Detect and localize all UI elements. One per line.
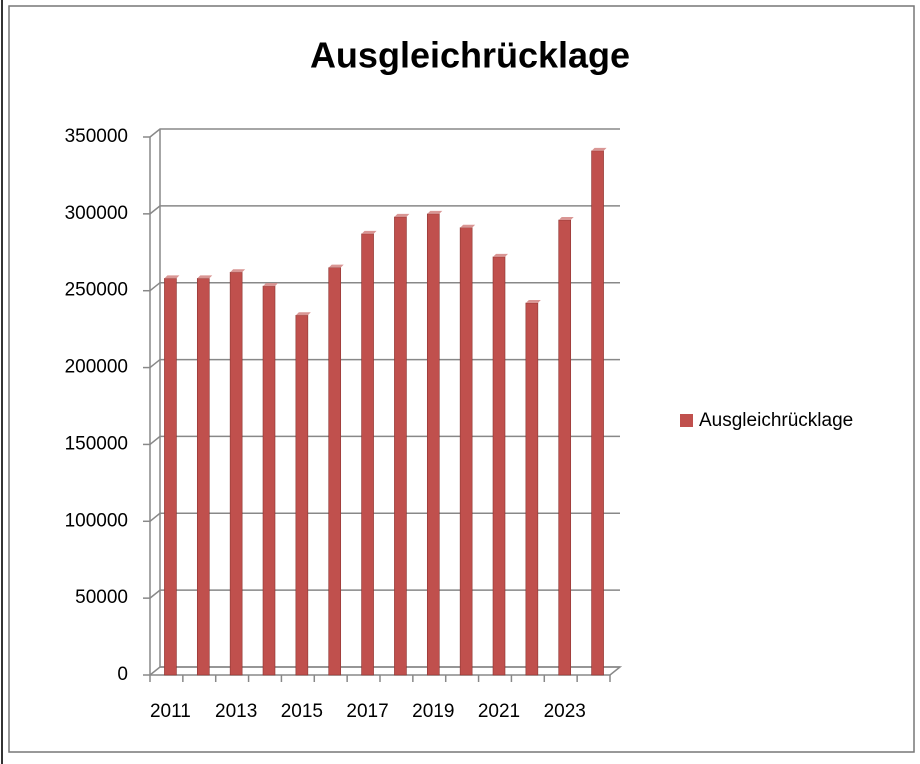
bar-top — [394, 213, 410, 217]
bar — [492, 256, 506, 676]
y-tick-label: 250000 — [65, 280, 128, 301]
bar — [164, 278, 177, 676]
y-tick-label: 0 — [117, 664, 128, 685]
y-tick-label: 200000 — [65, 357, 128, 378]
bar — [328, 267, 342, 676]
grid-line — [149, 281, 620, 292]
bar-top — [197, 275, 213, 279]
bar-top — [525, 300, 541, 304]
grid-line — [149, 358, 620, 369]
legend-swatch — [680, 414, 693, 427]
bar-top — [460, 224, 476, 228]
bar-top — [263, 283, 278, 287]
bar — [295, 315, 309, 676]
grid-line — [149, 666, 620, 676]
bar — [196, 278, 210, 676]
bar-top — [328, 264, 344, 268]
y-tick-label: 300000 — [65, 203, 128, 224]
bar — [591, 150, 604, 676]
y-tick-label: 100000 — [65, 510, 128, 531]
x-tick-label: 2019 — [412, 701, 454, 722]
x-tick-label: 2015 — [281, 701, 323, 722]
grid-line — [149, 435, 620, 446]
grid-line — [149, 205, 620, 215]
bar — [394, 216, 407, 676]
grid-line — [149, 589, 620, 599]
bar-top — [558, 217, 574, 221]
bar-top — [493, 253, 508, 257]
bar — [361, 233, 374, 676]
bar — [262, 285, 276, 676]
bar — [459, 227, 473, 676]
x-tick-label: 2017 — [346, 701, 388, 722]
x-tick-label: 2013 — [215, 701, 257, 722]
x-tick-label: 2011 — [150, 701, 191, 722]
bar-top — [230, 269, 246, 273]
legend-label: Ausgleichrücklage — [699, 410, 853, 431]
x-tick-label: 2021 — [478, 701, 520, 722]
grid-line — [149, 512, 620, 522]
y-tick-label: 350000 — [65, 126, 128, 147]
chart-title: Ausgleichrücklage — [310, 35, 630, 76]
y-tick-label: 50000 — [75, 587, 128, 608]
chart-frame — [8, 5, 915, 753]
bar — [229, 271, 243, 676]
floor — [150, 666, 623, 676]
bar — [558, 219, 572, 676]
bar-top — [591, 147, 607, 151]
bar-top — [427, 210, 443, 214]
bar-top — [361, 230, 377, 234]
bar-top — [164, 275, 180, 279]
x-tick-label: 2023 — [544, 701, 586, 722]
grid-line — [149, 128, 620, 138]
bar-top — [295, 312, 311, 316]
bar — [426, 213, 440, 676]
y-tick-label: 150000 — [65, 433, 128, 454]
bar — [525, 302, 539, 676]
